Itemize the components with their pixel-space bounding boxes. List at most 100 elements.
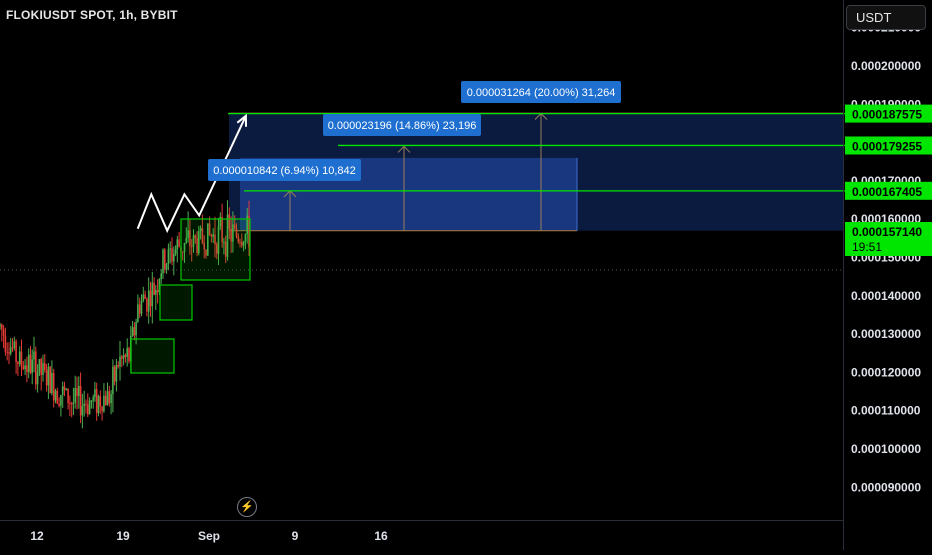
candle-body [6,351,8,353]
measure-label-text: 0.000010842 (6.94%) 10,842 [213,165,356,177]
candle-body [106,391,109,406]
candle-body [0,324,1,327]
candle-body [101,406,103,412]
candle-body [232,224,234,242]
candle-body [112,366,114,395]
measure-label-3: 0.000031264 (20.00%) 31,264 [461,81,621,103]
measure-label-1: 0.000010842 (6.94%) 10,842 [208,159,361,181]
candle-body [95,389,98,414]
candle-body [235,228,238,237]
candle-body [119,356,121,367]
y-tick-label: 0.000100000 [851,442,921,456]
candle-body [133,327,136,336]
candle-body [63,386,66,390]
candle-body [74,388,76,403]
candle-body [199,228,202,232]
candle-body [196,238,198,254]
candle-body [217,226,220,254]
candle-body [226,214,229,257]
candle-body [160,273,162,280]
candle-body [190,246,193,248]
x-tick-label: 12 [30,529,44,543]
measure-label-2: 0.000023196 (14.86%) 23,196 [323,114,481,136]
candle-body [207,223,209,256]
candle-body [88,400,91,415]
candle-body [94,389,96,398]
candle-body [103,395,105,412]
candle-body [216,244,218,254]
candle-body [135,321,137,336]
candle-body [169,248,171,250]
candle-body [117,365,119,367]
candle-body [165,263,168,270]
candle-body [47,366,50,386]
candle-body [149,290,152,307]
candle-body [35,351,37,385]
candle-body [22,365,25,370]
candle-body [221,216,223,243]
measure-label-bg [461,81,621,103]
candle-body [162,249,164,274]
candles [0,200,250,429]
consolidation-box-1 [130,338,175,374]
candle-body [99,396,102,407]
candle-body [61,386,64,395]
candle-body [60,395,62,406]
candle-body [85,403,87,405]
candle-body [29,354,32,373]
measure-label-text: 0.000031264 (20.00%) 31,264 [467,87,616,99]
candle-body [233,224,236,229]
candle-body [171,248,173,262]
candle-body [79,386,82,416]
candle-body [230,228,232,242]
candle-body [237,236,240,242]
consolidation-box-3 [180,218,251,281]
candle-body [214,234,216,245]
candle-body [108,391,111,404]
candle-body [208,223,211,235]
candle-body [187,230,189,238]
candle-body [194,235,197,239]
candle-body [38,359,41,372]
candle-body [58,404,60,406]
candle-body [11,347,14,349]
flash-icon[interactable]: ⚡ [237,497,257,517]
candle-body [128,348,130,362]
candle-body [122,355,125,359]
candle-body [31,359,33,373]
candle-body [17,362,19,364]
candle-body [174,249,177,254]
candle-body [156,290,159,293]
candle-body [189,230,191,247]
currency-selector[interactable]: USDT [846,5,926,30]
measure-label-bg [208,159,361,181]
candle-body [8,352,10,354]
x-tick-label: Sep [198,529,220,543]
candle-body [203,242,205,250]
candle-body [51,373,53,394]
candle-body [167,249,170,264]
candle-body [126,348,128,357]
candle-body [210,234,213,237]
candle-body [81,406,84,416]
candle-body [110,394,112,404]
candle-body [44,363,46,370]
candle-body [76,388,78,397]
y-tick-label: 0.000130000 [851,327,921,341]
candle-body [124,355,127,357]
candle-body [97,396,100,413]
candle-body [248,215,250,248]
candle-body [185,237,188,243]
candle-body [33,351,35,360]
candle-body [223,241,225,243]
candle-body [198,231,200,254]
candle-body [183,243,186,252]
candle-body [173,253,175,262]
y-tick-label: 0.000200000 [851,59,921,73]
last-price-label: 0.000157140 [852,225,922,239]
candle-body [24,365,26,370]
candle-body [104,395,107,406]
candle-body [13,341,16,349]
